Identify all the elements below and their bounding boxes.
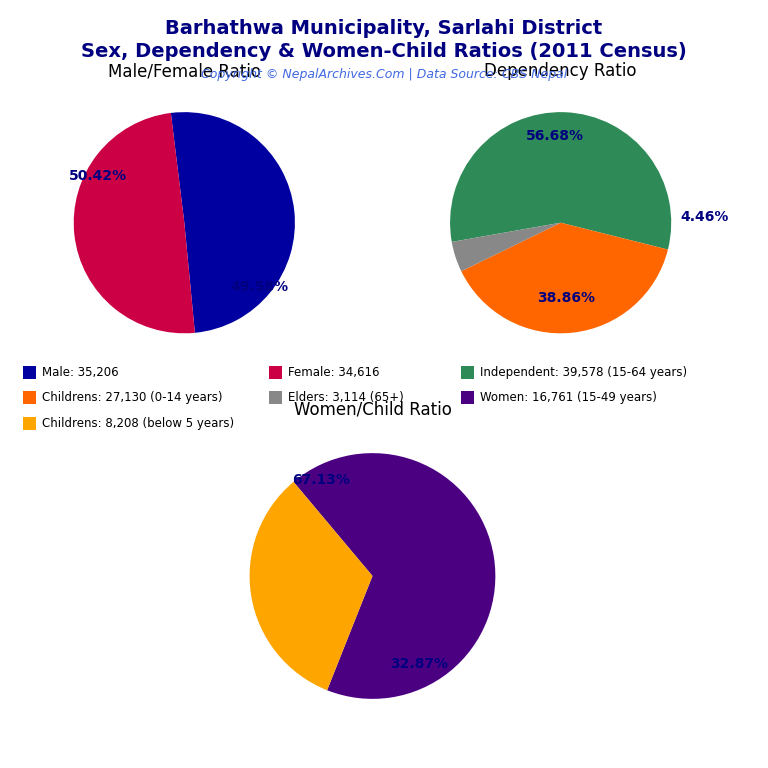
- Text: Elders: 3,114 (65+): Elders: 3,114 (65+): [288, 392, 404, 404]
- Text: Barhathwa Municipality, Sarlahi District: Barhathwa Municipality, Sarlahi District: [165, 19, 603, 38]
- Text: 38.86%: 38.86%: [537, 291, 595, 305]
- Text: 32.87%: 32.87%: [390, 657, 449, 671]
- Text: Women: 16,761 (15-49 years): Women: 16,761 (15-49 years): [480, 392, 657, 404]
- Text: Copyright © NepalArchives.Com | Data Source: CBS Nepal: Copyright © NepalArchives.Com | Data Sou…: [201, 68, 567, 81]
- Text: 4.46%: 4.46%: [680, 210, 729, 224]
- Title: Dependency Ratio: Dependency Ratio: [485, 62, 637, 80]
- Wedge shape: [452, 223, 561, 271]
- Wedge shape: [74, 113, 195, 333]
- Text: Childrens: 27,130 (0-14 years): Childrens: 27,130 (0-14 years): [42, 392, 223, 404]
- Wedge shape: [450, 112, 671, 250]
- Text: Childrens: 8,208 (below 5 years): Childrens: 8,208 (below 5 years): [42, 417, 234, 429]
- Title: Women/Child Ratio: Women/Child Ratio: [293, 400, 452, 418]
- Title: Male/Female Ratio: Male/Female Ratio: [108, 62, 261, 80]
- Text: 50.42%: 50.42%: [69, 169, 127, 184]
- Text: Sex, Dependency & Women-Child Ratios (2011 Census): Sex, Dependency & Women-Child Ratios (20…: [81, 42, 687, 61]
- Text: 56.68%: 56.68%: [526, 130, 584, 144]
- Text: Female: 34,616: Female: 34,616: [288, 366, 379, 379]
- Text: 49.58%: 49.58%: [230, 280, 289, 294]
- Wedge shape: [293, 453, 495, 699]
- Wedge shape: [170, 112, 295, 333]
- Text: 67.13%: 67.13%: [292, 473, 349, 487]
- Text: Independent: 39,578 (15-64 years): Independent: 39,578 (15-64 years): [480, 366, 687, 379]
- Wedge shape: [250, 482, 372, 690]
- Wedge shape: [462, 223, 668, 333]
- Text: Male: 35,206: Male: 35,206: [42, 366, 119, 379]
